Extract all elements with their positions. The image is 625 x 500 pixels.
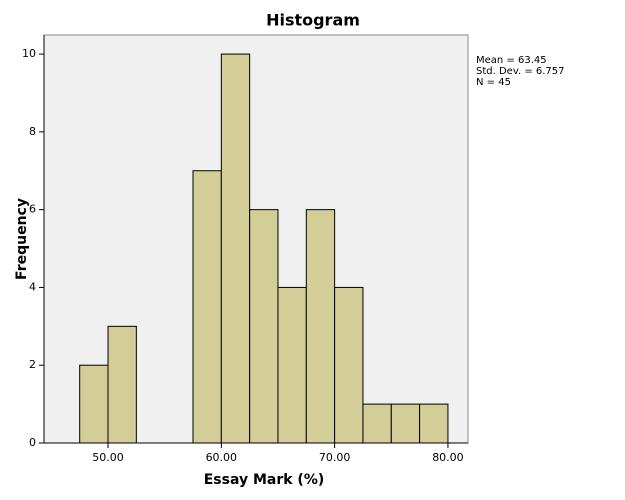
bar xyxy=(419,403,449,444)
y-tick-label: 10 xyxy=(22,47,36,60)
stats-annotation: Mean = 63.45 xyxy=(476,55,547,66)
chart-title: Histogram xyxy=(266,11,360,30)
bar xyxy=(277,286,307,444)
bar xyxy=(362,403,392,444)
x-tick-label: 50.00 xyxy=(92,451,124,464)
y-tick-label: 8 xyxy=(29,125,36,138)
x-tick-label: 80.00 xyxy=(432,451,464,464)
x-tick-label: 60.00 xyxy=(206,451,238,464)
y-tick-label: 2 xyxy=(29,358,36,371)
bar xyxy=(334,286,364,444)
stats-annotation: N = 45 xyxy=(476,77,511,88)
x-axis-label: Essay Mark (%) xyxy=(204,472,325,488)
bar xyxy=(220,53,251,444)
y-tick-label: 0 xyxy=(29,436,36,449)
bar xyxy=(305,209,336,444)
bar xyxy=(107,325,137,444)
y-axis-label: Frequency xyxy=(14,198,30,280)
bar xyxy=(192,170,222,444)
bar xyxy=(390,403,421,444)
x-tick-label: 70.00 xyxy=(319,451,351,464)
stats-annotation: Std. Dev. = 6.757 xyxy=(476,66,565,77)
y-tick-label: 6 xyxy=(29,203,36,216)
y-tick-label: 4 xyxy=(29,280,36,293)
bar xyxy=(249,209,279,444)
bar xyxy=(79,364,109,444)
